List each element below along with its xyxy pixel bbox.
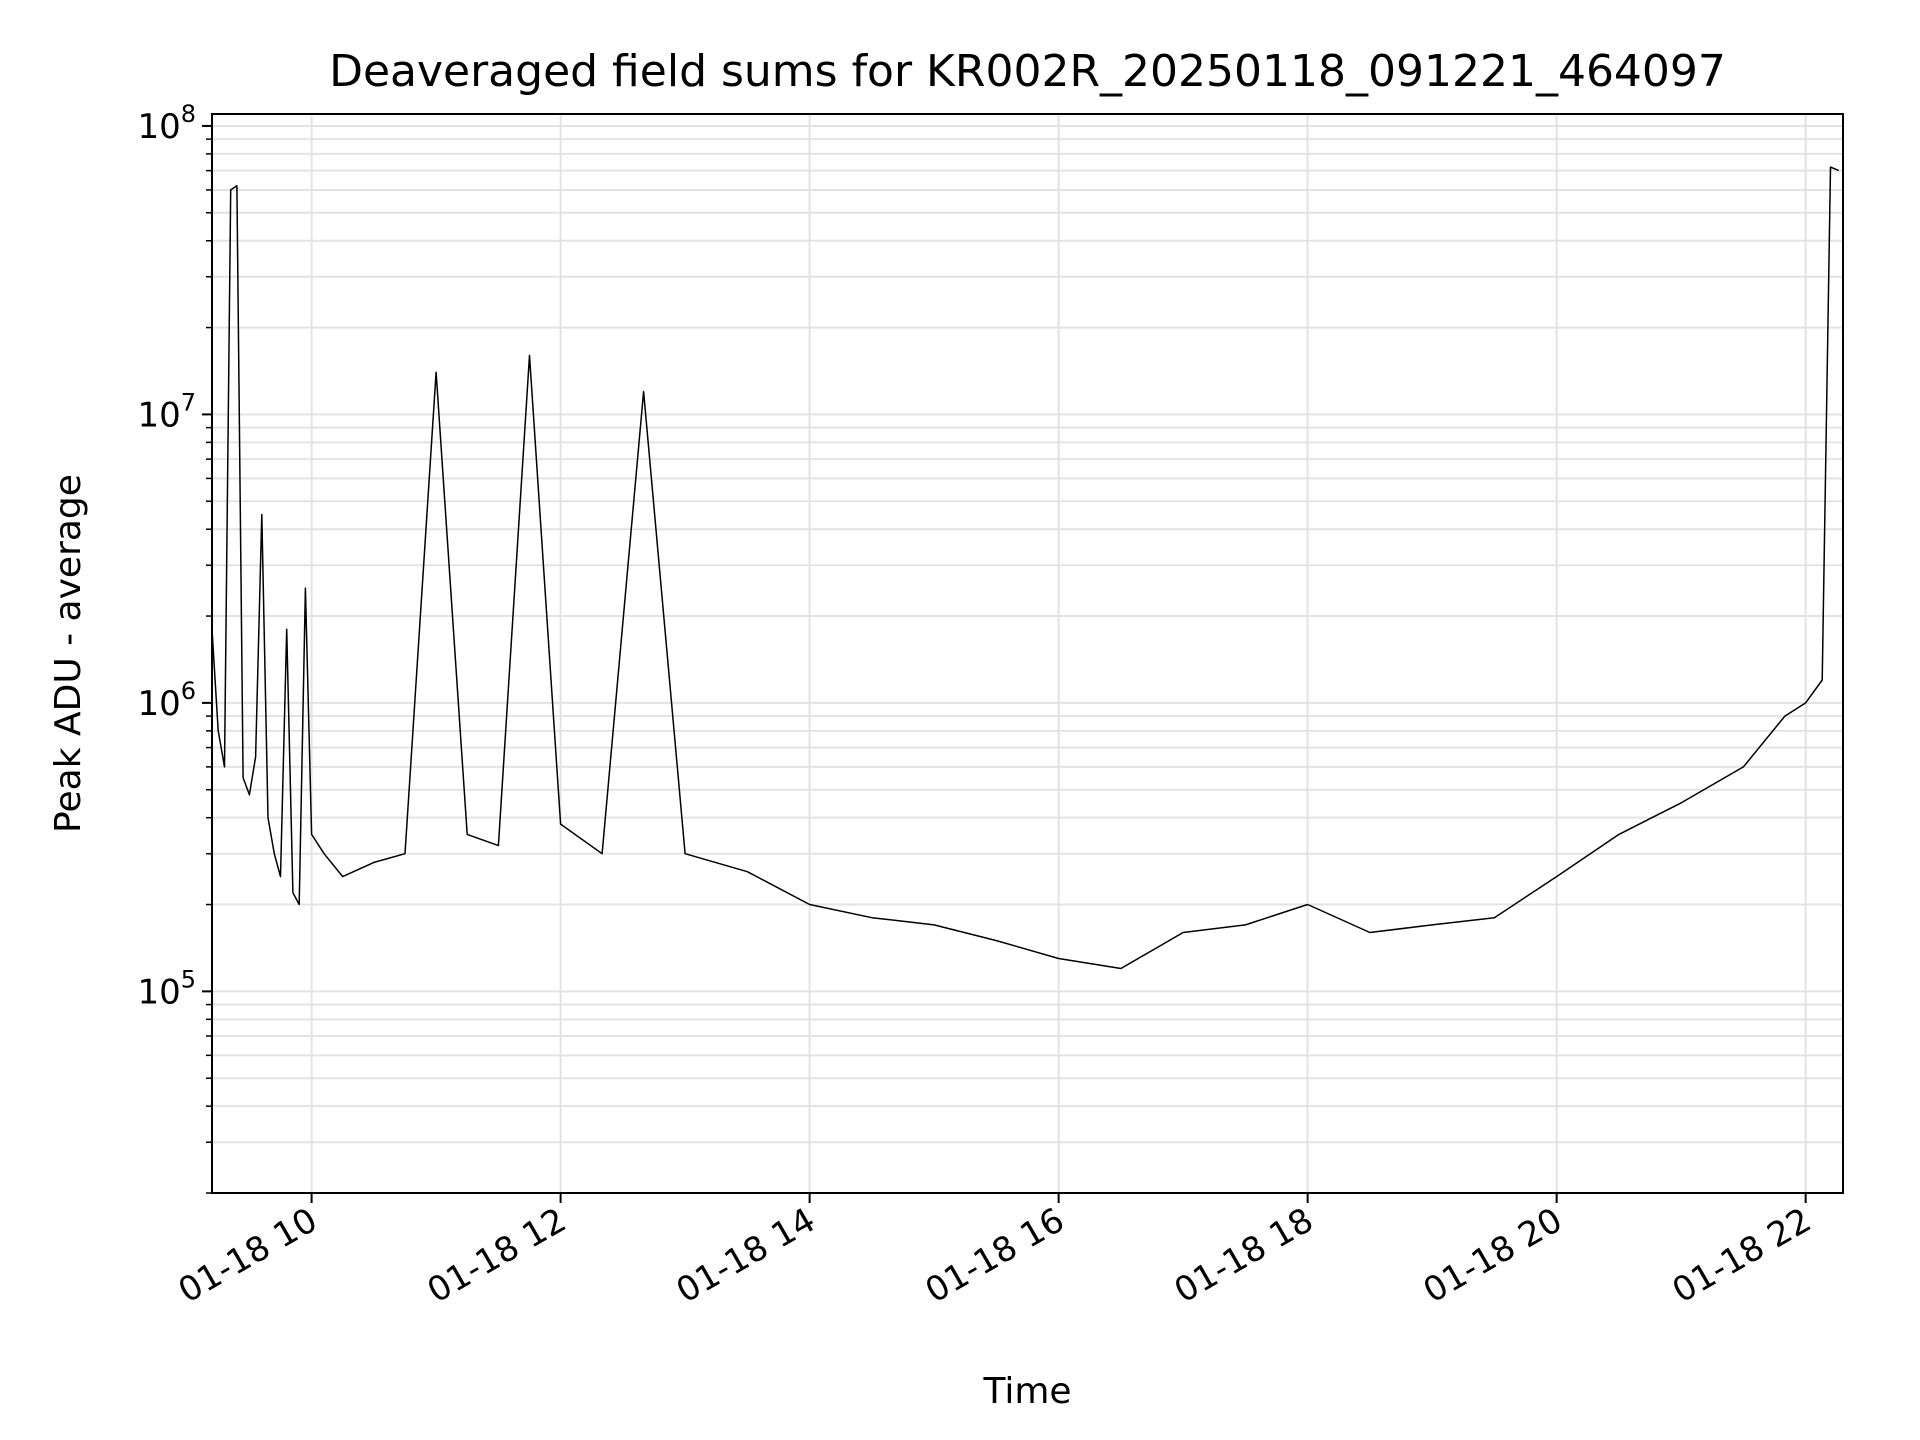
- x-axis-title: Time: [982, 1371, 1071, 1412]
- y-tick-label: 108: [137, 100, 196, 147]
- x-tick-label: 01-18 14: [670, 1200, 822, 1311]
- grid: [212, 114, 1843, 1194]
- y-tick-label: 107: [137, 388, 196, 435]
- x-tick-label: 01-18 16: [919, 1200, 1071, 1311]
- ticks: 105 106 107 108 01-18 10 01-18 12 01-18 14 01-1…: [137, 100, 1818, 1311]
- series-line-0: [211, 166, 1840, 970]
- x-tick-label: 01-18 18: [1168, 1200, 1320, 1311]
- chart-title: Deaveraged field sums for KR002R_2025011…: [329, 46, 1726, 97]
- plot-frame: [211, 113, 1844, 1194]
- x-tick-label: 01-18 20: [1417, 1200, 1569, 1311]
- series-layer: [211, 166, 1840, 970]
- x-tick-label: 01-18 10: [172, 1200, 324, 1311]
- x-tick-label: 01-18 22: [1666, 1200, 1818, 1311]
- y-tick-label: 106: [137, 677, 196, 724]
- x-tick-label: 01-18 12: [421, 1200, 573, 1311]
- y-tick-label: 105: [137, 965, 196, 1012]
- y-axis-title: Peak ADU - average: [48, 474, 89, 833]
